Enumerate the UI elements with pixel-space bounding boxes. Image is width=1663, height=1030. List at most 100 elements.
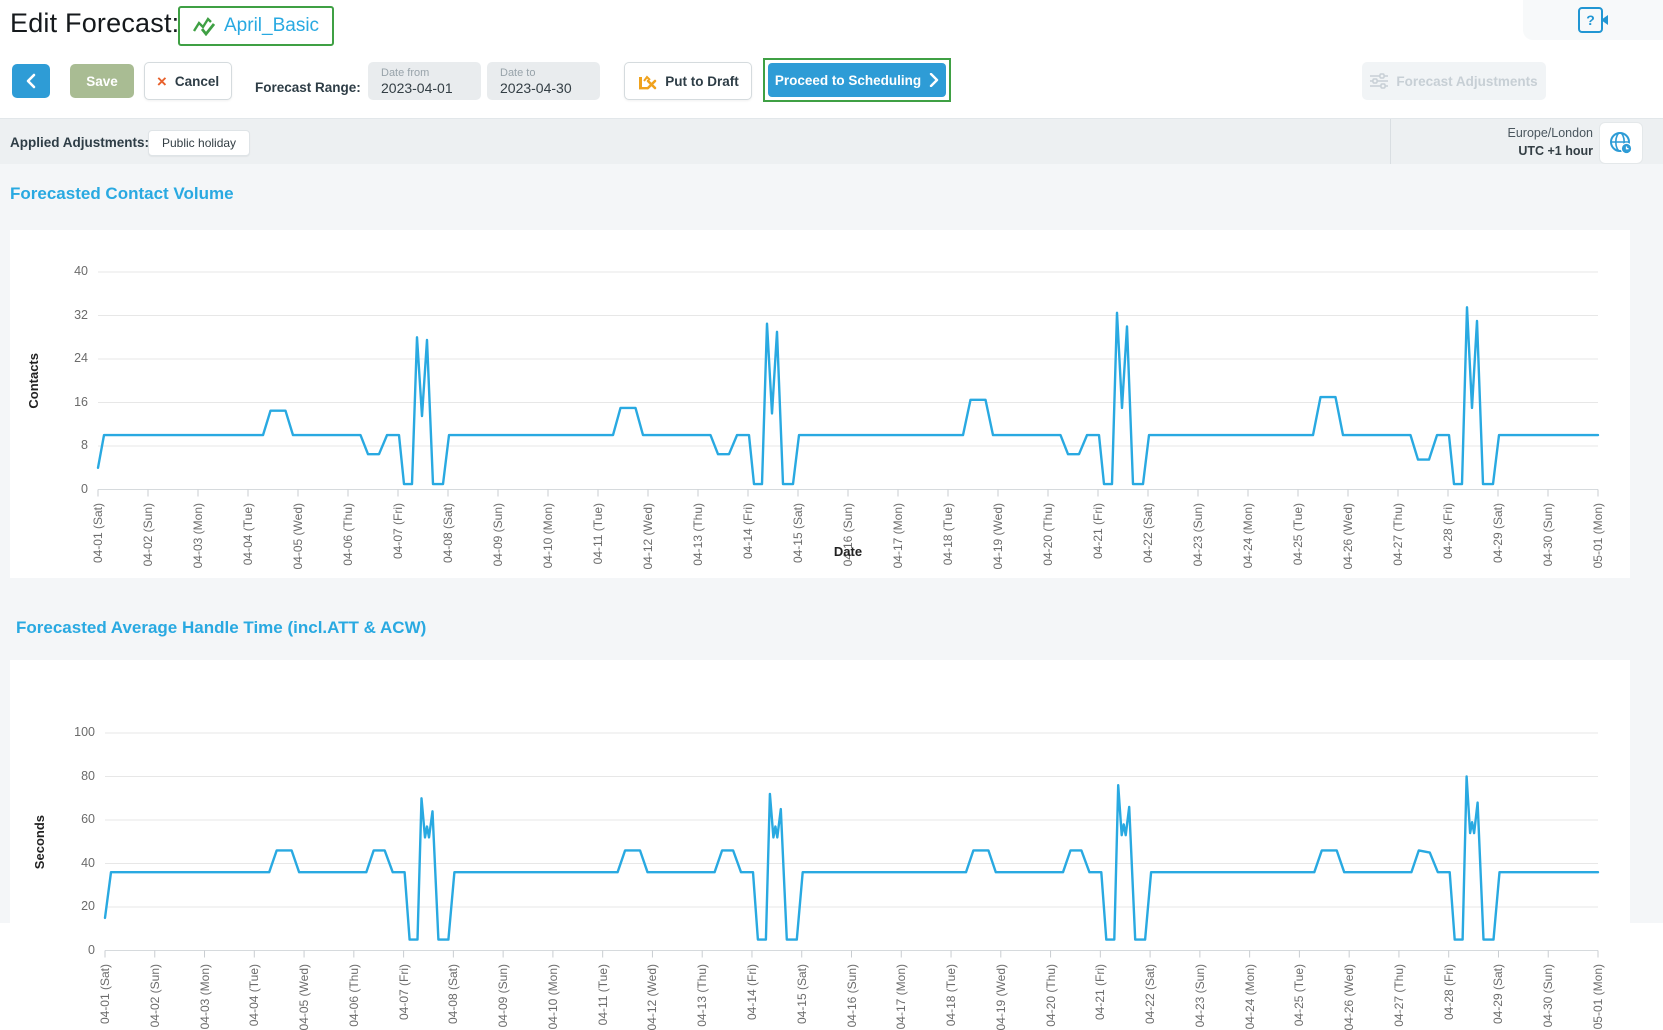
x-axis-tick-label: 04-19 (Wed)	[993, 964, 1008, 1030]
x-axis-tick-label: 04-23 (Sun)	[1192, 964, 1207, 1028]
help-icon: ?	[1578, 7, 1603, 33]
y-axis-tick-label: 40	[81, 855, 95, 870]
x-axis-tick-label: 04-28 (Fri)	[1441, 964, 1456, 1021]
y-axis-tick-label: 32	[74, 307, 88, 322]
x-axis-tick-label: 04-24 (Mon)	[1242, 964, 1257, 1030]
proceed-label: Proceed to Scheduling	[774, 72, 922, 88]
proceed-to-scheduling-button[interactable]: Proceed to Scheduling	[768, 63, 946, 97]
x-axis-tick-label: 04-18 (Tue)	[944, 964, 959, 1027]
timezone-offset: UTC +1 hour	[1518, 144, 1593, 158]
timezone-region: Europe/London	[1507, 126, 1594, 140]
y-axis-title: Contacts	[26, 352, 41, 409]
x-axis-tick-label: 04-13 (Thu)	[695, 964, 710, 1027]
x-axis-tick-label: 04-04 (Tue)	[247, 964, 262, 1027]
x-axis-tick-label: 04-20 (Thu)	[1043, 964, 1058, 1027]
forecast-adjustments-label: Forecast Adjustments	[1396, 73, 1538, 89]
y-axis-tick-label: 16	[74, 394, 88, 409]
y-axis-tick-label: 60	[81, 812, 95, 826]
timezone-globe-button[interactable]	[1599, 122, 1643, 164]
x-axis-tick-label: 04-30 (Sun)	[1541, 964, 1556, 1028]
forecast-name: April_Basic	[224, 15, 320, 36]
x-axis-tick-label: 04-21 (Fri)	[1093, 964, 1108, 1021]
chart-title-aht: Forecasted Average Handle Time (incl.ATT…	[16, 618, 427, 637]
help-tile: ?	[1523, 0, 1663, 40]
x-axis-tick-label: 05-01 (Mon)	[1591, 964, 1605, 1030]
x-axis-tick-label: 04-26 (Wed)	[1341, 503, 1355, 570]
cancel-button[interactable]: × Cancel	[144, 62, 232, 100]
x-axis-tick-label: 04-29 (Sat)	[1491, 964, 1506, 1025]
x-axis-tick-label: 04-01 (Sat)	[98, 964, 112, 1025]
x-axis-tick-label: 04-11 (Tue)	[595, 964, 610, 1026]
save-button-label: Save	[86, 73, 118, 89]
x-axis-tick-label: 04-25 (Tue)	[1292, 964, 1307, 1027]
chevron-right-icon	[929, 73, 939, 87]
x-axis-tick-label: 04-27 (Thu)	[1391, 964, 1406, 1027]
date-from-value: 2023-04-01	[381, 79, 453, 96]
timezone-block: Europe/London UTC +1 hour	[1413, 124, 1594, 160]
chart-cross-icon	[637, 72, 657, 90]
x-axis-tick-label: 04-06 (Thu)	[346, 964, 361, 1027]
applied-adjustments-bar: Applied Adjustments: Public holiday Euro…	[0, 118, 1663, 165]
y-axis-tick-label: 80	[81, 768, 95, 783]
back-button[interactable]	[12, 64, 50, 98]
date-to-field[interactable]: Date to 2023-04-30	[487, 62, 600, 100]
toolbar: Save × Cancel Forecast Range: Date from …	[0, 56, 1663, 118]
date-from-label: Date from	[381, 66, 430, 79]
chevron-left-icon	[25, 73, 37, 89]
proceed-highlight-box: Proceed to Scheduling	[763, 58, 951, 102]
series-line-contacts	[96, 306, 1600, 486]
y-axis-tick-label: 20	[81, 899, 95, 913]
x-axis-tick-label: 04-12 (Wed)	[645, 964, 660, 1030]
chart-canvas	[96, 271, 1600, 497]
y-axis-tick-label: 40	[74, 264, 88, 278]
globe-icon	[1608, 130, 1634, 156]
date-from-field[interactable]: Date from 2023-04-01	[368, 62, 481, 100]
forecast-adjustments-button[interactable]: Forecast Adjustments	[1362, 62, 1546, 100]
x-axis-tick-label: 04-07 (Fri)	[396, 964, 411, 1021]
save-button[interactable]: Save	[70, 64, 134, 98]
adjustment-chip-public-holiday[interactable]: Public holiday	[148, 130, 251, 156]
put-to-draft-label: Put to Draft	[665, 73, 739, 89]
date-to-label: Date to	[500, 66, 536, 79]
y-axis-tick-label: 8	[81, 438, 88, 452]
page-title: Edit Forecast:	[10, 8, 180, 38]
x-axis-tick-label: 04-16 (Sun)	[844, 964, 859, 1028]
timezone-divider	[1390, 119, 1391, 165]
x-axis-tick-label: 04-05 (Wed)	[297, 964, 312, 1030]
cancel-button-label: Cancel	[174, 73, 220, 89]
help-button[interactable]: ?	[1578, 7, 1608, 33]
x-axis-tick-label: 04-22 (Sat)	[1143, 964, 1158, 1025]
y-axis-title: Seconds	[32, 814, 47, 869]
y-axis-tick-label: 24	[74, 351, 88, 365]
chart-title-contact-volume: Forecasted Contact Volume	[10, 184, 234, 203]
x-axis-tick-label: 04-02 (Sun)	[147, 964, 162, 1028]
x-axis-tick-label: 04-10 (Mon)	[545, 964, 560, 1030]
charts-section: Forecasted Contact Volume 0 8 16 24 32 40 04-0…	[0, 164, 1663, 1030]
x-axis-tick-label: 04-26 (Wed)	[1342, 964, 1357, 1030]
x-axis-tick-label: 04-15 (Sat)	[794, 964, 809, 1025]
x-axis-tick-label: 04-14 (Fri)	[744, 964, 759, 1021]
x-axis-title: Date	[833, 544, 863, 559]
x-axis-tick-label: 04-12 (Wed)	[641, 503, 655, 570]
forecast-range-label: Forecast Range:	[255, 79, 361, 95]
series-line-seconds	[103, 775, 1600, 941]
cancel-x-icon: ×	[156, 71, 167, 91]
x-axis-tick-label: 04-05 (Wed)	[291, 503, 305, 570]
sliders-icon	[1370, 73, 1389, 89]
y-axis-tick-label: 0	[88, 942, 95, 957]
contact-volume-chart: 0 8 16 24 32 40 04-01 (Sat) 04-02 (Sun) 04-03 (M…	[10, 230, 1630, 578]
put-to-draft-button[interactable]: Put to Draft	[624, 62, 752, 100]
applied-adjustments-label: Applied Adjustments:	[10, 134, 150, 150]
x-axis-tick-label: 04-19 (Wed)	[991, 503, 1005, 570]
y-axis-tick-label: 0	[81, 481, 88, 496]
date-to-value: 2023-04-30	[500, 79, 572, 96]
average-handle-time-chart: 0 20 40 60 80 100 04-01 (Sat) 04-02 (Sun) 04-03 …	[10, 660, 1630, 1030]
x-axis-tick-label: 04-03 (Mon)	[197, 964, 212, 1030]
forecast-name-box[interactable]: April_Basic	[178, 6, 335, 46]
chart-check-icon	[193, 16, 215, 36]
x-axis-tick-label: 04-09 (Sun)	[496, 964, 511, 1028]
x-axis-tick-label: 04-17 (Mon)	[894, 964, 909, 1030]
help-icon-arrow	[1601, 15, 1608, 25]
header: Edit Forecast: April_Basic ?	[0, 0, 1663, 56]
